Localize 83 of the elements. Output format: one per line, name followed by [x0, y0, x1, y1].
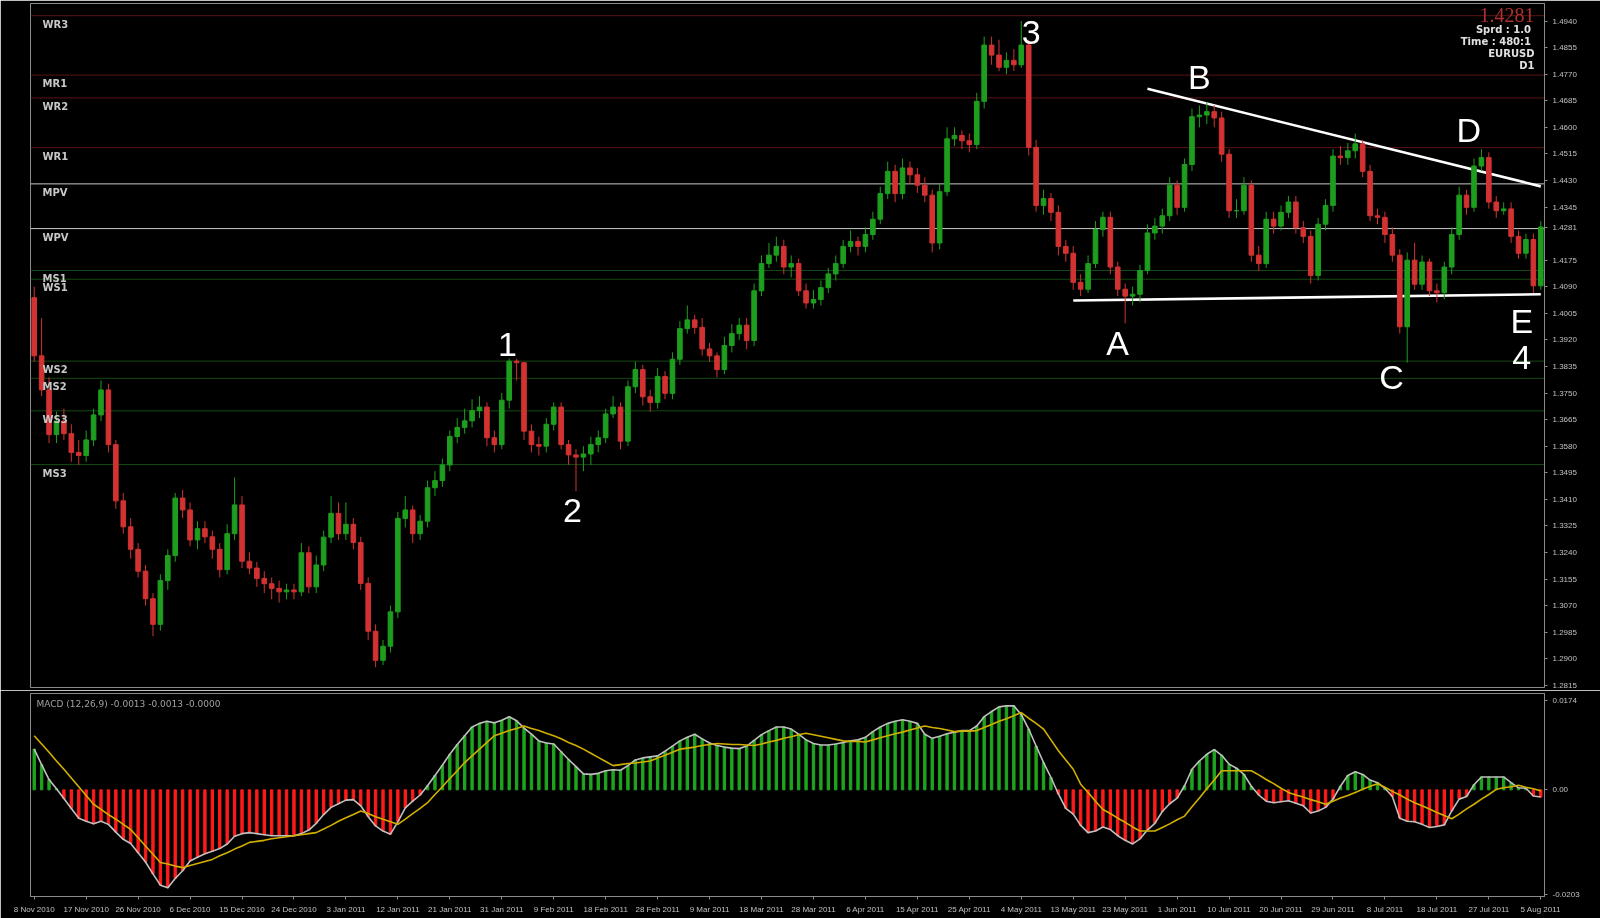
- ref-line-label: WPV: [42, 231, 69, 243]
- x-tick-label: 12 Jan 2011: [376, 904, 421, 914]
- y-tick-label: 1.4281: [1552, 222, 1578, 232]
- y-tick-label: 1.2985: [1552, 627, 1578, 637]
- x-tick-label: 6 Dec 2010: [169, 904, 212, 914]
- annotation: 2: [563, 490, 582, 529]
- x-tick-label: 24 Dec 2010: [271, 904, 318, 914]
- x-tick-label: 5 Aug 2011: [1520, 904, 1562, 914]
- y-tick-label: 1.4175: [1552, 255, 1578, 265]
- y-tick-label: 0.00: [1552, 785, 1569, 795]
- annotation: 1: [497, 324, 517, 363]
- ref-line-label: MS3: [42, 467, 67, 479]
- annotation: 4: [1512, 338, 1532, 377]
- x-tick-label: 28 Feb 2011: [635, 904, 681, 914]
- x-tick-label: 25 Apr 2011: [947, 904, 991, 914]
- ref-line-label: WR3: [42, 18, 69, 30]
- y-tick-label: -0.0203: [1552, 889, 1581, 899]
- y-tick-label: 1.4515: [1552, 149, 1578, 159]
- y-tick-label: 1.3495: [1552, 468, 1578, 478]
- x-tick-label: 1 Jun 2011: [1157, 904, 1198, 914]
- ref-line-label: WR1: [42, 150, 69, 162]
- y-tick-label: 1.3920: [1552, 335, 1578, 345]
- x-tick-label: 13 May 2011: [1050, 904, 1097, 914]
- y-tick-label: 1.2815: [1552, 680, 1578, 690]
- x-tick-label: 3 Jan 2011: [326, 904, 366, 914]
- y-tick-label: 1.3070: [1552, 601, 1578, 611]
- x-tick-label: 18 Feb 2011: [583, 904, 629, 914]
- annotation: Time : 480:1: [1460, 35, 1532, 47]
- y-tick-label: 1.4090: [1552, 282, 1578, 292]
- x-tick-label: 20 Jun 2011: [1259, 904, 1304, 914]
- x-tick-label: 8 Jul 2011: [1366, 904, 1404, 914]
- x-tick-label: 6 Apr 2011: [846, 904, 885, 914]
- x-tick-label: 29 Jun 2011: [1311, 904, 1356, 914]
- y-tick-label: 1.3665: [1552, 415, 1578, 425]
- y-tick-label: 1.4770: [1552, 69, 1578, 79]
- x-tick-label: 8 Nov 2010: [13, 904, 56, 914]
- y-tick-label: 0.0174: [1552, 695, 1578, 705]
- annotation: B: [1187, 58, 1211, 97]
- x-tick-label: 26 Nov 2010: [115, 904, 162, 914]
- x-tick-label: 31 Jan 2011: [480, 904, 525, 914]
- annotation: EURUSD: [1488, 47, 1535, 59]
- x-tick-label: 9 Feb 2011: [533, 904, 575, 914]
- y-tick-label: 1.4430: [1552, 175, 1578, 185]
- x-tick-label: 28 Mar 2011: [791, 904, 837, 914]
- x-tick-label: 23 May 2011: [1102, 904, 1149, 914]
- annotation: Sprd : 1.0: [1475, 23, 1532, 35]
- annotation: 1.4281: [1479, 3, 1535, 26]
- x-tick-label: 27 Jul 2011: [1468, 904, 1510, 914]
- annotation: E: [1510, 301, 1534, 340]
- y-tick-label: 1.4685: [1552, 96, 1578, 106]
- y-tick-label: 1.4345: [1552, 202, 1578, 212]
- x-tick-label: 21 Jan 2011: [428, 904, 473, 914]
- annotation: D1: [1519, 59, 1535, 71]
- x-tick-label: 18 Mar 2011: [739, 904, 785, 914]
- ref-line-label: MS1: [42, 273, 67, 285]
- annotation: A: [1106, 323, 1130, 362]
- y-tick-label: 1.3155: [1552, 574, 1578, 584]
- y-tick-label: 1.4855: [1552, 43, 1578, 53]
- y-tick-label: 1.3325: [1552, 521, 1578, 531]
- ref-line-label: MR1: [42, 78, 68, 90]
- x-tick-label: 15 Apr 2011: [895, 904, 939, 914]
- y-tick-label: 1.3835: [1552, 361, 1578, 371]
- annotation: 3: [1021, 12, 1041, 51]
- x-tick-label: 9 Mar 2011: [689, 904, 731, 914]
- y-tick-label: 1.3750: [1552, 388, 1578, 398]
- y-tick-label: 1.3410: [1552, 494, 1578, 504]
- ref-line-label: MPV: [42, 186, 68, 198]
- y-tick-label: 1.3580: [1552, 441, 1578, 451]
- x-tick-label: 15 Dec 2010: [219, 904, 266, 914]
- ref-line-label: WR2: [42, 100, 69, 112]
- annotation: D: [1456, 111, 1482, 150]
- y-tick-label: 1.4940: [1552, 16, 1578, 26]
- annotation: C: [1379, 357, 1404, 396]
- ref-line-label: WS1: [42, 282, 68, 294]
- text: MACD (12,26,9) -0.0013 -0.0013 -0.0000: [36, 698, 221, 709]
- x-tick-label: 18 Jul 2011: [1416, 904, 1458, 914]
- y-tick-label: 1.4005: [1552, 308, 1578, 318]
- x-tick-label: 17 Nov 2010: [63, 904, 110, 914]
- y-tick-label: 1.2900: [1552, 654, 1578, 664]
- y-tick-label: 1.3240: [1552, 547, 1578, 557]
- x-tick-label: 4 May 2011: [1000, 904, 1043, 914]
- x-tick-label: 10 Jun 2011: [1207, 904, 1252, 914]
- y-tick-label: 1.4600: [1552, 122, 1578, 132]
